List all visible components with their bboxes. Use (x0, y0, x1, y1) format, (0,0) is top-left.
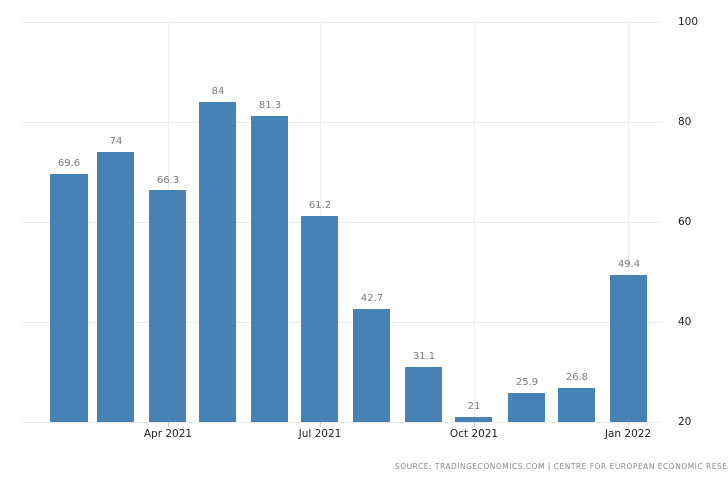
y-tick-label: 20 (678, 416, 692, 428)
x-tick-label: Oct 2021 (449, 428, 499, 440)
bar-value-label: 74 (109, 136, 123, 147)
bar-nov-2021 (508, 393, 545, 422)
bar-jul-2021 (301, 216, 338, 422)
x-tick-mark (168, 422, 169, 427)
y-tick-label: 60 (678, 216, 692, 228)
bar-value-label: 31.1 (412, 351, 436, 362)
bar-value-label: 26.8 (565, 372, 589, 383)
bar-oct-2021 (455, 417, 492, 422)
gridline-oct-2021 (474, 22, 475, 422)
gridline-80 (22, 122, 662, 123)
bar-sep-2021 (405, 367, 442, 422)
bar-value-label: 84 (211, 86, 225, 97)
bar-value-label: 66.3 (156, 175, 180, 186)
bar-apr-2021 (149, 190, 186, 422)
x-tick-mark (474, 422, 475, 427)
y-tick-label: 80 (678, 116, 692, 128)
bar-jun-2021 (251, 116, 288, 422)
bar-dec-2021 (558, 388, 595, 422)
y-tick-label: 40 (678, 316, 692, 328)
bar-mar-2021 (97, 152, 134, 422)
bar-value-label: 69.6 (57, 158, 81, 169)
x-tick-mark (628, 422, 629, 427)
bar-value-label: 49.4 (617, 259, 641, 270)
bar-value-label: 25.9 (515, 377, 539, 388)
y-tick-label: 100 (678, 16, 699, 28)
bar-aug-2021 (353, 309, 390, 422)
gridline-100 (22, 22, 662, 23)
bar-value-label: 21 (467, 401, 481, 412)
bar-value-label: 42.7 (360, 293, 384, 304)
bar-value-label: 81.3 (258, 100, 282, 111)
x-tick-label: Apr 2021 (143, 428, 193, 440)
source-attribution: SOURCE: TRADINGECONOMICS.COM | CENTRE FO… (395, 462, 728, 471)
bar-may-2021 (199, 102, 236, 422)
x-tick-label: Jan 2022 (604, 428, 652, 440)
bar-feb-2021 (50, 174, 88, 422)
gridline-40 (22, 322, 662, 323)
bar-jan-2022 (610, 275, 647, 422)
bar-value-label: 61.2 (308, 200, 332, 211)
x-tick-label: Jul 2021 (298, 428, 342, 440)
gridline-jan-2022 (628, 22, 629, 422)
gridline-20 (22, 422, 662, 423)
x-tick-mark (320, 422, 321, 427)
gridline-60 (22, 222, 662, 223)
